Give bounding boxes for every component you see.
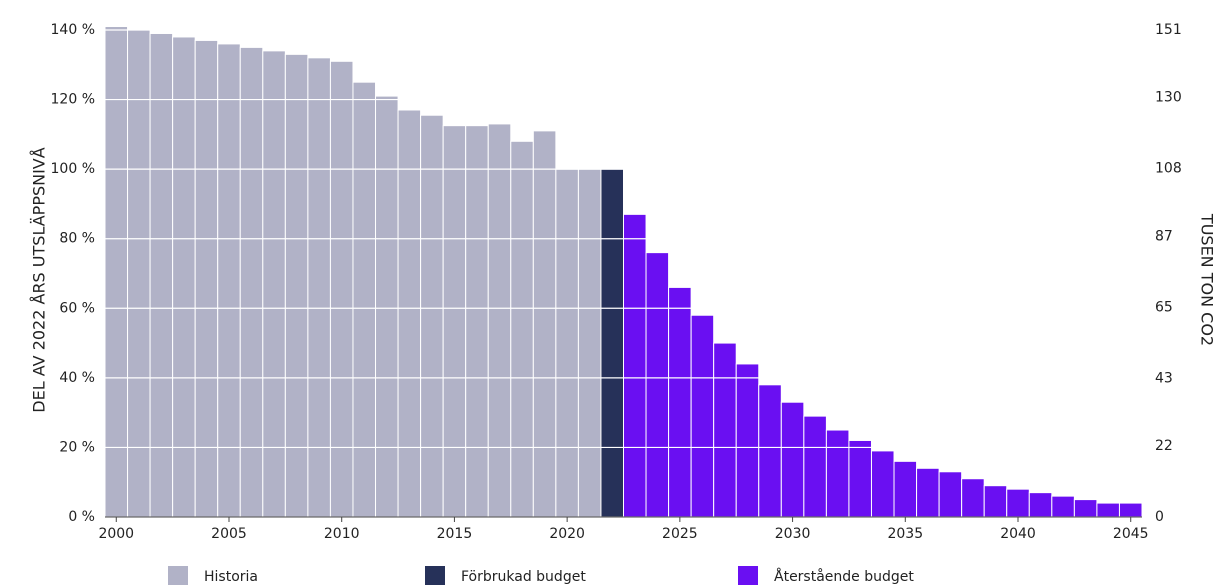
bar: [848, 439, 872, 518]
bar: [172, 36, 196, 518]
x-tick-label: 2045: [1113, 526, 1149, 542]
y-tick-label: 100 %: [51, 161, 95, 177]
bar: [420, 114, 444, 518]
bar: [758, 384, 782, 518]
bar: [668, 286, 692, 518]
bar: [352, 81, 377, 518]
y-tick-label: 140 %: [51, 22, 95, 38]
y2-tick-label: 87: [1155, 228, 1173, 244]
bar: [487, 123, 512, 518]
bar: [217, 43, 241, 518]
legend-swatch: [168, 566, 188, 585]
bar: [1073, 499, 1098, 518]
bar: [577, 168, 602, 518]
bar: [1118, 502, 1143, 518]
legend-label: Historia: [204, 569, 258, 585]
bar: [442, 125, 467, 518]
bar: [307, 57, 331, 518]
y-tick-label: 0 %: [68, 509, 95, 525]
bar: [1096, 502, 1120, 518]
bar: [329, 60, 354, 518]
bar: [127, 29, 151, 518]
x-tick-label: 2030: [775, 526, 811, 542]
y2-tick-label: 43: [1155, 370, 1173, 386]
bar: [555, 168, 579, 518]
bar: [1006, 488, 1030, 518]
bar: [870, 450, 895, 518]
bar: [780, 401, 805, 518]
x-tick-label: 2025: [662, 526, 698, 542]
legend-swatch: [425, 566, 445, 585]
x-tick-label: 2015: [437, 526, 473, 542]
bar: [510, 140, 534, 518]
bar: [916, 467, 940, 518]
bar: [938, 471, 963, 518]
bar: [893, 460, 918, 518]
y-tick-label: 60 %: [59, 300, 95, 316]
x-tick-label: 2010: [324, 526, 360, 542]
x-tick-label: 2035: [887, 526, 923, 542]
bar: [375, 95, 399, 518]
bar: [532, 130, 557, 518]
y2-tick-label: 151: [1155, 22, 1182, 38]
bar: [623, 213, 647, 518]
legend-swatch: [738, 566, 758, 585]
y2-axis-label: TUSEN TON CO2: [1198, 213, 1217, 346]
y2-tick-label: 65: [1155, 299, 1173, 315]
legend-label: Återstående budget: [774, 568, 914, 585]
y2-tick-label: 130: [1155, 90, 1182, 106]
y-axis-label: DEL AV 2022 ÅRS UTSLÄPPSNIVÅ: [30, 147, 49, 412]
x-tick-label: 2005: [211, 526, 247, 542]
bar: [735, 363, 760, 518]
y2-tick-label: 22: [1155, 438, 1173, 454]
legend-label: Förbrukad budget: [461, 569, 586, 585]
bar: [961, 478, 985, 518]
y2-tick-label: 0: [1155, 509, 1164, 525]
y-tick-label: 20 %: [59, 439, 95, 455]
bar: [983, 485, 1008, 518]
bar: [645, 252, 670, 518]
x-tick-label: 2020: [549, 526, 585, 542]
x-tick-label: 2040: [1000, 526, 1036, 542]
bar: [149, 32, 174, 518]
bar: [239, 46, 264, 518]
y-tick-label: 80 %: [59, 231, 95, 247]
bar: [713, 342, 737, 518]
bar: [690, 314, 715, 518]
y-tick-label: 40 %: [59, 370, 95, 386]
bar: [397, 109, 422, 518]
bar: [825, 429, 850, 518]
bar: [803, 415, 827, 518]
bar: [194, 39, 219, 518]
y2-tick-label: 108: [1155, 161, 1182, 177]
bar: [600, 168, 625, 518]
x-tick-label: 2000: [98, 526, 134, 542]
bar: [465, 125, 489, 518]
bar: [1028, 492, 1053, 518]
y-tick-label: 120 %: [51, 92, 95, 108]
bar: [1051, 495, 1075, 518]
